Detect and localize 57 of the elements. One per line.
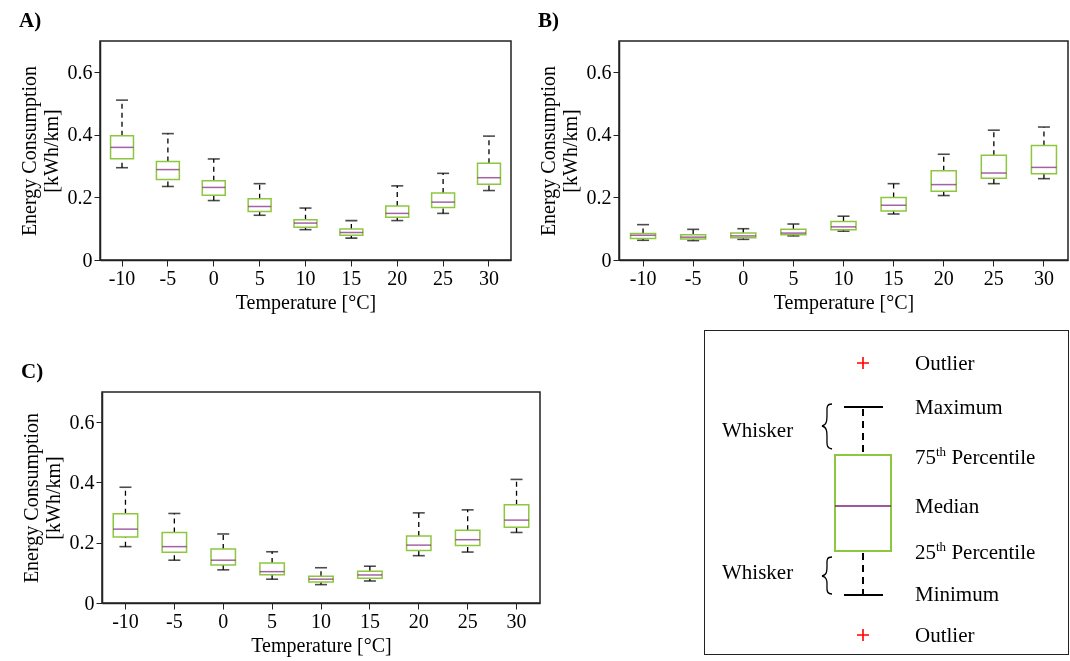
x-tick-label: 15 xyxy=(341,266,362,289)
x-tick-label: 0 xyxy=(738,266,749,289)
x-tick-label: 5 xyxy=(254,266,265,289)
x-tick-label: 0 xyxy=(208,266,219,289)
text: Outlier xyxy=(915,350,975,375)
x-tick-label: -10 xyxy=(112,609,139,632)
x-tick-label: 20 xyxy=(387,266,408,289)
x-tick-label: 5 xyxy=(788,266,799,289)
y-axis-title: Energy Consumption [kWh/km] xyxy=(17,65,62,237)
x-tick-label: 20 xyxy=(933,266,954,289)
x-axis-title: Temperature [°C] xyxy=(773,290,915,314)
x-tick-label: -10 xyxy=(108,266,136,289)
text: Minimum xyxy=(915,581,1000,606)
x-tick-label: 10 xyxy=(311,609,331,632)
x-tick-label: 30 xyxy=(1033,266,1054,289)
text: Outlier xyxy=(915,622,975,647)
chart-title: A) xyxy=(19,8,42,32)
x-tick-label: 15 xyxy=(883,266,904,289)
y-tick-label: 0.4 xyxy=(586,123,612,146)
text: 75$^{th}$ Percentile xyxy=(915,443,1036,469)
y-tick-label: 0.2 xyxy=(69,531,95,554)
x-tick-label: 15 xyxy=(359,609,380,632)
y-tick-label: 0.2 xyxy=(586,185,612,208)
y-tick-label: 0.4 xyxy=(69,470,95,493)
x-axis-title: Temperature [°C] xyxy=(235,290,377,314)
y-tick-label: 0 xyxy=(82,248,93,271)
text: Median xyxy=(915,493,980,518)
y-tick-label: 0.6 xyxy=(69,410,95,433)
x-tick-label: 10 xyxy=(833,266,854,289)
y-tick-label: 0.2 xyxy=(67,185,93,208)
y-tick-label: 0 xyxy=(601,248,612,271)
x-tick-label: -10 xyxy=(629,266,657,289)
text: 25$^{th}$ Percentile xyxy=(915,538,1036,564)
x-tick-label: 10 xyxy=(295,266,316,289)
x-tick-label: 30 xyxy=(478,266,499,289)
text: Whisker xyxy=(722,559,794,584)
x-tick-label: 25 xyxy=(433,266,454,289)
y-axis-title: Energy Consumption [kWh/km] xyxy=(536,65,581,237)
text: Whisker xyxy=(722,417,794,442)
x-tick-label: 20 xyxy=(408,609,429,632)
y-tick-label: 0 xyxy=(84,591,95,614)
x-axis-title: Temperature [°C] xyxy=(251,633,392,657)
x-tick-label: 5 xyxy=(267,609,278,632)
text: Maximum xyxy=(915,394,1003,419)
x-tick-label: 0 xyxy=(218,609,229,632)
y-tick-label: 0.4 xyxy=(67,123,93,146)
x-tick-label: 30 xyxy=(506,609,527,632)
chart-title: B) xyxy=(538,8,560,32)
x-tick-label: -5 xyxy=(159,266,177,289)
x-tick-label: 25 xyxy=(983,266,1004,289)
chart-title: C) xyxy=(21,359,44,383)
x-tick-label: -5 xyxy=(166,609,183,632)
x-tick-label: 25 xyxy=(457,609,478,632)
y-tick-label: 0.6 xyxy=(586,60,612,83)
y-axis-title: Energy Consumption [kWh/km] xyxy=(19,412,64,584)
y-tick-label: 0.6 xyxy=(67,60,93,83)
x-tick-label: -5 xyxy=(684,266,702,289)
